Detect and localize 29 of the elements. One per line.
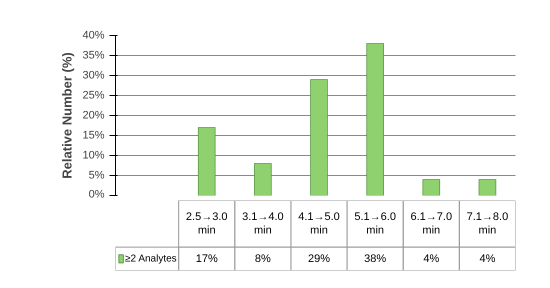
text: 17% <box>196 252 218 265</box>
bar <box>422 179 440 196</box>
legend-label: ≥2 Analytes <box>125 253 177 264</box>
y-tick-label: 40% <box>82 30 105 42</box>
bar <box>254 163 272 196</box>
bar <box>366 43 384 196</box>
bar <box>310 79 328 196</box>
text: 4% <box>423 252 440 265</box>
y-axis-title: Relative Number (%) <box>59 52 74 179</box>
x-tick-label: 4.1→5.0 min <box>298 211 340 236</box>
x-tick-label: 2.5→3.0 min <box>186 211 228 236</box>
x-tick-label: 5.1→6.0 min <box>354 211 396 236</box>
y-tick-label: 0% <box>88 188 105 200</box>
bar <box>198 127 216 196</box>
y-tick-label: 10% <box>82 150 105 162</box>
text: 29% <box>308 252 330 265</box>
bar <box>478 179 496 196</box>
y-tick-label: 25% <box>82 90 105 102</box>
y-tick-label: 20% <box>82 110 105 122</box>
y-tick-label: 5% <box>88 170 105 182</box>
text: 4% <box>479 252 496 265</box>
x-tick-label: 7.1→8.0 min <box>466 211 508 236</box>
text: 8% <box>254 252 271 265</box>
x-tick-label: 6.1→7.0 min <box>410 211 452 236</box>
y-tick-label: 30% <box>82 70 105 82</box>
text: 38% <box>364 252 386 265</box>
y-tick-label: 15% <box>82 130 105 142</box>
x-tick-label: 3.1→4.0 min <box>242 211 284 236</box>
y-tick-label: 35% <box>82 50 105 62</box>
